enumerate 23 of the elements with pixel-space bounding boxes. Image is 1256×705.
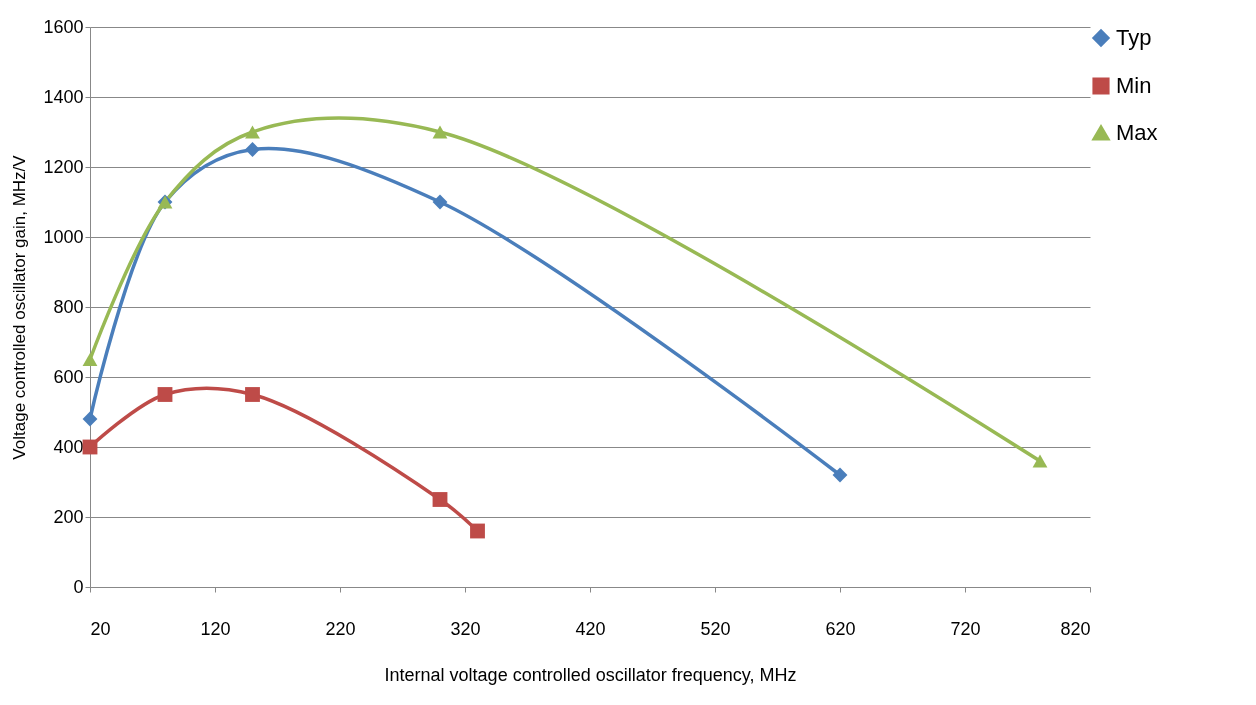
y-tick-label: 0 xyxy=(73,576,84,597)
x-tick-label: 320 xyxy=(450,618,481,639)
x-tick-label: 720 xyxy=(950,618,981,639)
x-tick-label: 520 xyxy=(700,618,731,639)
y-tick-label: 1600 xyxy=(43,16,84,37)
y-tick-label: 600 xyxy=(53,366,84,387)
legend-label: Max xyxy=(1116,120,1158,145)
y-tick-label: 400 xyxy=(53,436,84,457)
y-tick-label: 800 xyxy=(53,296,84,317)
y-tick-label: 200 xyxy=(53,506,84,527)
y-tick-label: 1200 xyxy=(43,156,84,177)
x-axis-title: Internal voltage controlled oscillator frequency, MHz xyxy=(384,664,797,685)
x-tick-label: 20 xyxy=(90,618,111,639)
x-tick-label: 420 xyxy=(575,618,606,639)
x-tick-label: 120 xyxy=(200,618,231,639)
y-tick-label: 1000 xyxy=(43,226,84,247)
legend-label: Typ xyxy=(1116,25,1152,50)
y-axis-title: Voltage controlled oscillator gain, MHz/V xyxy=(10,154,30,460)
legend-label: Min xyxy=(1116,73,1152,98)
x-tick-label: 820 xyxy=(1060,618,1091,639)
x-tick-label: 220 xyxy=(325,618,356,639)
y-tick-label: 1400 xyxy=(43,86,84,107)
x-tick-label: 620 xyxy=(825,618,856,639)
